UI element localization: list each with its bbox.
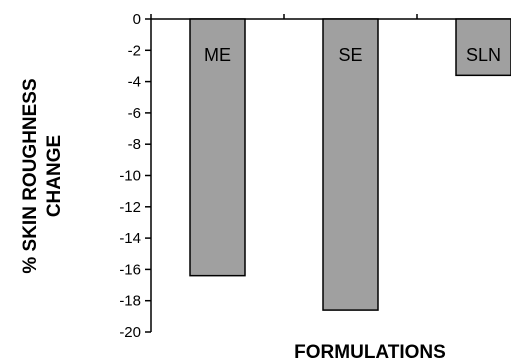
bar-label-se: SE	[338, 45, 362, 65]
y-ticks: 0 -2 -4 -6 -8 -10 -12 -14 -16 -18 -20	[119, 11, 151, 341]
chart-bars	[189, 18, 511, 311]
y-tick-label: 0	[133, 11, 141, 28]
y-tick-label: -8	[128, 136, 141, 153]
y-tick-label: -6	[128, 105, 141, 122]
bar-me	[189, 18, 246, 277]
bar-labels: ME SE SLN	[204, 45, 501, 65]
bar-label-me: ME	[204, 45, 231, 65]
y-axis-title-line-2: CHANGE	[44, 135, 65, 217]
y-tick-label: -18	[119, 293, 141, 310]
x-axis-title: FORMULATIONS	[294, 342, 446, 363]
bar-sln	[455, 18, 511, 77]
y-tick-label: -14	[119, 230, 141, 247]
y-axis-title-line-1: % SKIN ROUGHNESS	[20, 78, 41, 273]
bar-label-sln: SLN	[466, 45, 501, 65]
y-tick-label: -10	[119, 168, 141, 185]
y-tick-label: -20	[119, 324, 141, 341]
y-tick-label: -16	[119, 261, 141, 278]
bar-se	[322, 18, 379, 311]
y-tick-label: -4	[128, 74, 141, 91]
y-tick-label: -12	[119, 199, 141, 216]
y-tick-label: -2	[128, 42, 141, 59]
